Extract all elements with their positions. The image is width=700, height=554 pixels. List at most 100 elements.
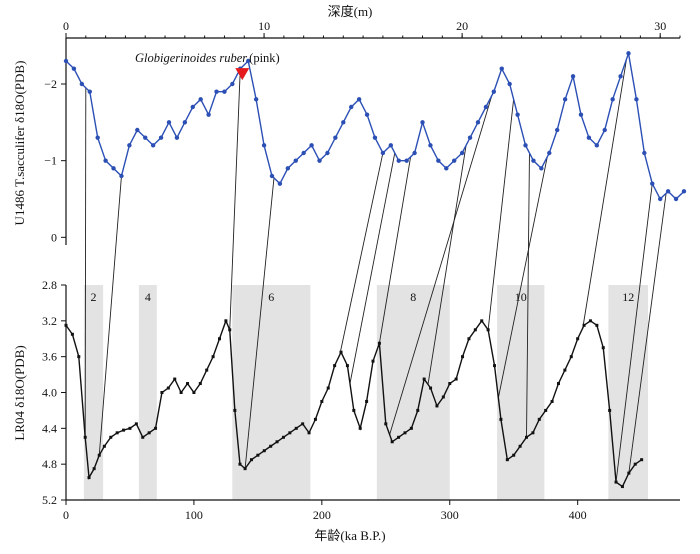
lower-point xyxy=(537,417,541,421)
upper-point xyxy=(214,89,219,94)
lower-point xyxy=(345,364,349,368)
upper-point xyxy=(475,120,481,125)
tie-line xyxy=(349,152,396,384)
lower-y-axis-title: LR04 δ18O(PDB) xyxy=(12,345,27,440)
lower-y-tick-label: 3.6 xyxy=(42,350,57,364)
upper-point xyxy=(364,112,370,117)
lower-point xyxy=(505,458,509,462)
lower-point xyxy=(83,435,87,439)
tie-line xyxy=(98,175,122,456)
upper-point xyxy=(349,104,354,110)
lower-point xyxy=(518,444,522,448)
depth-tick-label: 20 xyxy=(456,19,468,33)
stage-label-4: 4 xyxy=(145,290,151,304)
upper-point xyxy=(681,189,687,194)
species-annotation: Globigerinoides ruber (pink) xyxy=(135,51,280,81)
upper-point xyxy=(174,135,180,140)
lower-point xyxy=(147,431,151,435)
lower-point xyxy=(249,458,253,462)
stage-label-6: 6 xyxy=(268,290,274,304)
upper-point xyxy=(618,74,623,79)
lower-point xyxy=(211,355,215,359)
lower-point xyxy=(218,337,221,341)
lower-point xyxy=(461,355,465,359)
upper-point xyxy=(325,150,330,156)
depth-tick-label: 0 xyxy=(63,19,69,33)
lower-point xyxy=(294,426,298,430)
age-tick-label: 0 xyxy=(63,508,69,522)
stage-band-10 xyxy=(497,285,545,500)
lower-point xyxy=(512,453,516,457)
tie-line xyxy=(487,99,515,330)
tie-lines xyxy=(84,59,667,483)
lower-y-tick-label: 4.8 xyxy=(42,457,57,471)
lower-point xyxy=(269,444,273,448)
upper-point xyxy=(63,58,69,64)
lower-point xyxy=(608,408,612,412)
upper-point xyxy=(293,158,298,163)
upper-point xyxy=(673,196,679,202)
lower-point xyxy=(582,323,586,327)
upper-point xyxy=(150,143,156,148)
upper-point xyxy=(309,143,314,148)
upper-point xyxy=(650,181,655,186)
upper-point xyxy=(206,112,211,117)
upper-point xyxy=(71,66,77,71)
lower-point xyxy=(409,426,413,430)
lower-point xyxy=(186,382,190,386)
lower-point xyxy=(556,382,560,386)
lower-point xyxy=(134,422,138,426)
lower-point xyxy=(473,328,477,332)
stage-label-10: 10 xyxy=(515,290,527,304)
upper-point xyxy=(246,58,251,64)
lower-point xyxy=(141,435,145,439)
lower-point xyxy=(339,350,343,354)
upper-point xyxy=(665,189,671,194)
stage-label-2: 2 xyxy=(91,290,97,304)
lower-point xyxy=(301,422,305,426)
lower-point xyxy=(441,395,445,399)
upper-point xyxy=(341,120,346,125)
tie-line xyxy=(389,95,493,435)
lower-point xyxy=(198,382,202,386)
upper-point xyxy=(642,150,647,156)
lower-point xyxy=(173,377,177,381)
lower-point xyxy=(313,417,317,421)
species-name: Globigerinoides ruber xyxy=(135,51,247,65)
lower-point xyxy=(166,386,170,390)
upper-point xyxy=(190,104,195,110)
tie-line xyxy=(378,156,412,344)
upper-point xyxy=(436,158,441,163)
lower-point xyxy=(179,391,183,394)
upper-point xyxy=(562,97,568,102)
upper-point xyxy=(317,158,322,163)
lower-point xyxy=(288,431,292,435)
depth-axis: 深度(m) 0 10 20 30 xyxy=(63,4,681,39)
lower-y-tick-label: 4.4 xyxy=(42,421,57,435)
upper-point xyxy=(523,143,528,148)
lower-point xyxy=(525,435,528,439)
upper-point xyxy=(127,143,132,148)
upper-point xyxy=(531,158,536,163)
upper-y-tick-label: −1 xyxy=(44,154,57,168)
lower-point xyxy=(390,440,394,444)
upper-point xyxy=(277,181,283,186)
upper-point xyxy=(111,166,116,171)
glacial-stage-bands: 2 4 6 8 10 12 xyxy=(83,285,649,500)
lower-point xyxy=(92,467,96,471)
upper-point xyxy=(547,150,552,156)
stage-band-4 xyxy=(138,285,157,500)
age-tick-label: 300 xyxy=(441,508,459,522)
tie-line xyxy=(526,152,530,438)
upper-series xyxy=(63,51,687,202)
age-tick-label: 100 xyxy=(185,508,203,522)
upper-point xyxy=(396,158,401,163)
lower-point xyxy=(620,485,624,489)
upper-point xyxy=(428,143,433,148)
lower-point xyxy=(601,346,605,350)
lower-point xyxy=(595,323,599,327)
lower-point xyxy=(333,364,337,368)
lower-y-tick-label: 2.8 xyxy=(42,278,57,292)
lower-point xyxy=(154,426,158,430)
